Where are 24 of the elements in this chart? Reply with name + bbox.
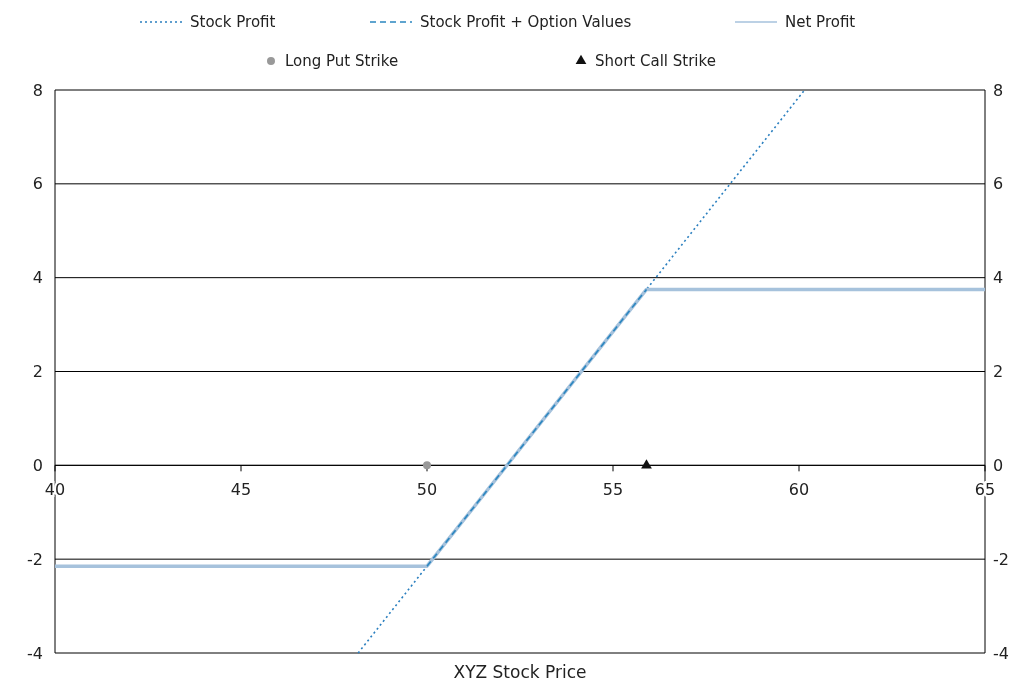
legend-label: Net Profit	[785, 13, 856, 32]
y2-tick-label: 8	[993, 80, 1004, 100]
legend-label: Short Call Strike	[595, 52, 716, 71]
x-tick-label: 50	[416, 480, 438, 500]
y-tick-label: 6	[32, 174, 43, 194]
x-tick-label: 55	[602, 480, 624, 500]
y-tick-label: -2	[27, 549, 43, 569]
legend-label: Long Put Strike	[285, 52, 399, 71]
x-tick-label: 45	[230, 480, 252, 500]
y2-tick-label: -2	[993, 549, 1009, 569]
legend-label: Stock Profit + Option Values	[420, 13, 632, 32]
x-tick-label: 60	[788, 480, 810, 500]
x-axis-title: XYZ Stock Price	[453, 662, 587, 682]
y2-tick-label: 2	[993, 362, 1004, 382]
y2-tick-label: 4	[993, 268, 1004, 288]
y2-tick-label: 0	[993, 455, 1004, 475]
y-tick-label: 8	[32, 80, 43, 100]
y-tick-label: -4	[27, 643, 43, 663]
y-tick-label: 0	[32, 455, 43, 475]
y2-tick-label: 6	[993, 174, 1004, 194]
y-tick-label: 4	[32, 268, 43, 288]
y-tick-label: 2	[32, 362, 43, 382]
y2-tick-label: -4	[993, 643, 1009, 663]
legend-label: Stock Profit	[190, 13, 276, 32]
